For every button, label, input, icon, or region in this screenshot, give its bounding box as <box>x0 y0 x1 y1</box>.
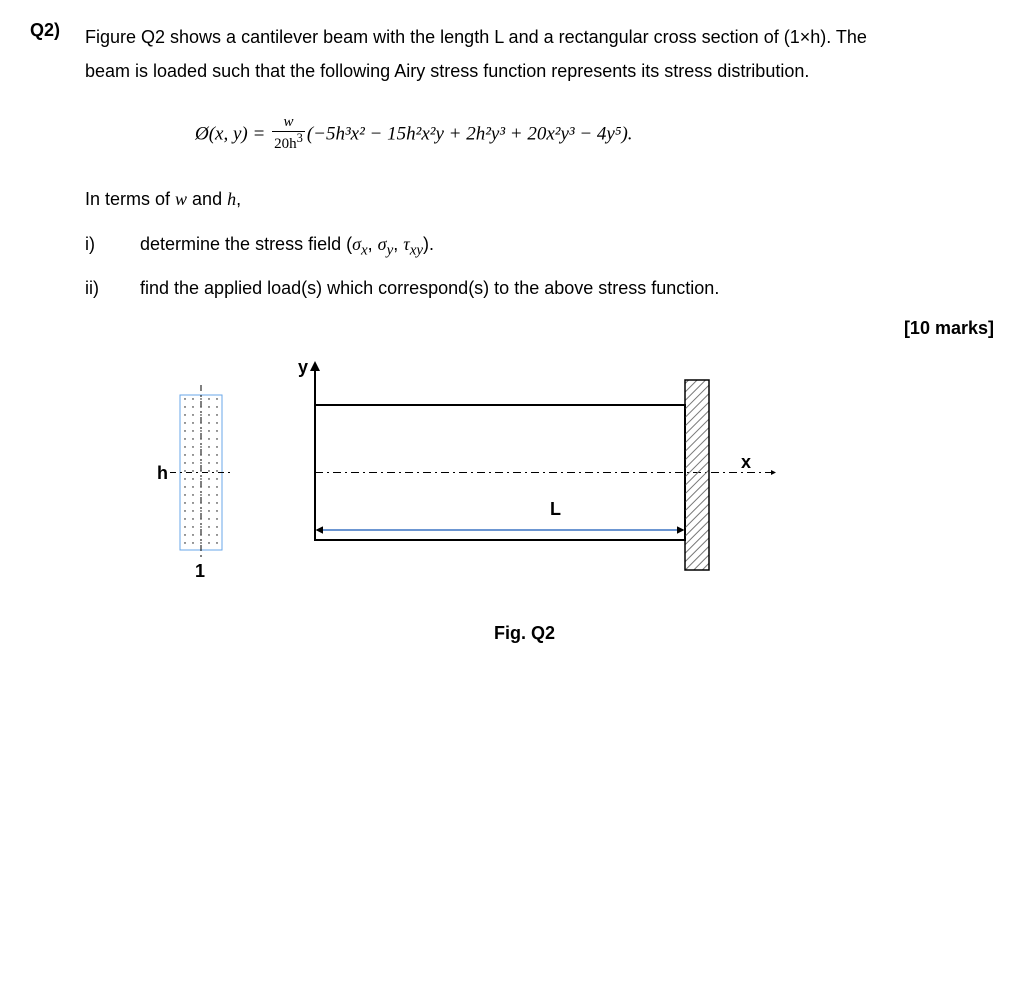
eq-fraction: w20h3 <box>272 114 305 152</box>
subparts: i) determine the stress field (σx, σy, τ… <box>85 227 994 305</box>
beam-diagram: h 1 y x L <box>85 355 785 595</box>
figure-q2: h1yxL Fig. Q2 <box>85 355 994 650</box>
eq-lhs: Ø(x, y) = <box>195 124 270 145</box>
intro-line-1: Figure Q2 shows a cantilever beam with t… <box>85 20 994 54</box>
figure-caption: Fig. Q2 <box>55 616 994 650</box>
svg-text:L: L <box>550 499 561 519</box>
svg-text:1: 1 <box>195 561 205 581</box>
frac-num: w <box>272 114 305 132</box>
subpart-ii-label: ii) <box>85 271 140 305</box>
svg-text:h: h <box>157 463 168 483</box>
eq-poly: (−5h³x² − 15h²x²y + 2h²y³ + 20x²y³ − 4y⁵… <box>307 124 633 145</box>
svg-text:x: x <box>741 452 751 472</box>
subpart-ii: ii) find the applied load(s) which corre… <box>85 271 994 305</box>
subpart-i-text: determine the stress field (σx, σy, τxy)… <box>140 227 434 265</box>
frac-den: 20h3 <box>272 132 305 153</box>
question-body: Figure Q2 shows a cantilever beam with t… <box>85 20 994 650</box>
subpart-ii-text: find the applied load(s) which correspon… <box>140 271 719 305</box>
subpart-i-label: i) <box>85 227 140 265</box>
in-terms-line: In terms of w and h, <box>85 182 994 216</box>
marks-label: [10 marks] <box>85 311 994 345</box>
intro-line-2: beam is loaded such that the following A… <box>85 54 994 88</box>
subpart-i: i) determine the stress field (σx, σy, τ… <box>85 227 994 265</box>
svg-text:y: y <box>298 357 308 377</box>
airy-equation: Ø(x, y) = w20h3(−5h³x² − 15h²x²y + 2h²y³… <box>195 116 994 154</box>
question-number: Q2) <box>30 20 85 41</box>
question-container: Q2) Figure Q2 shows a cantilever beam wi… <box>30 20 994 650</box>
